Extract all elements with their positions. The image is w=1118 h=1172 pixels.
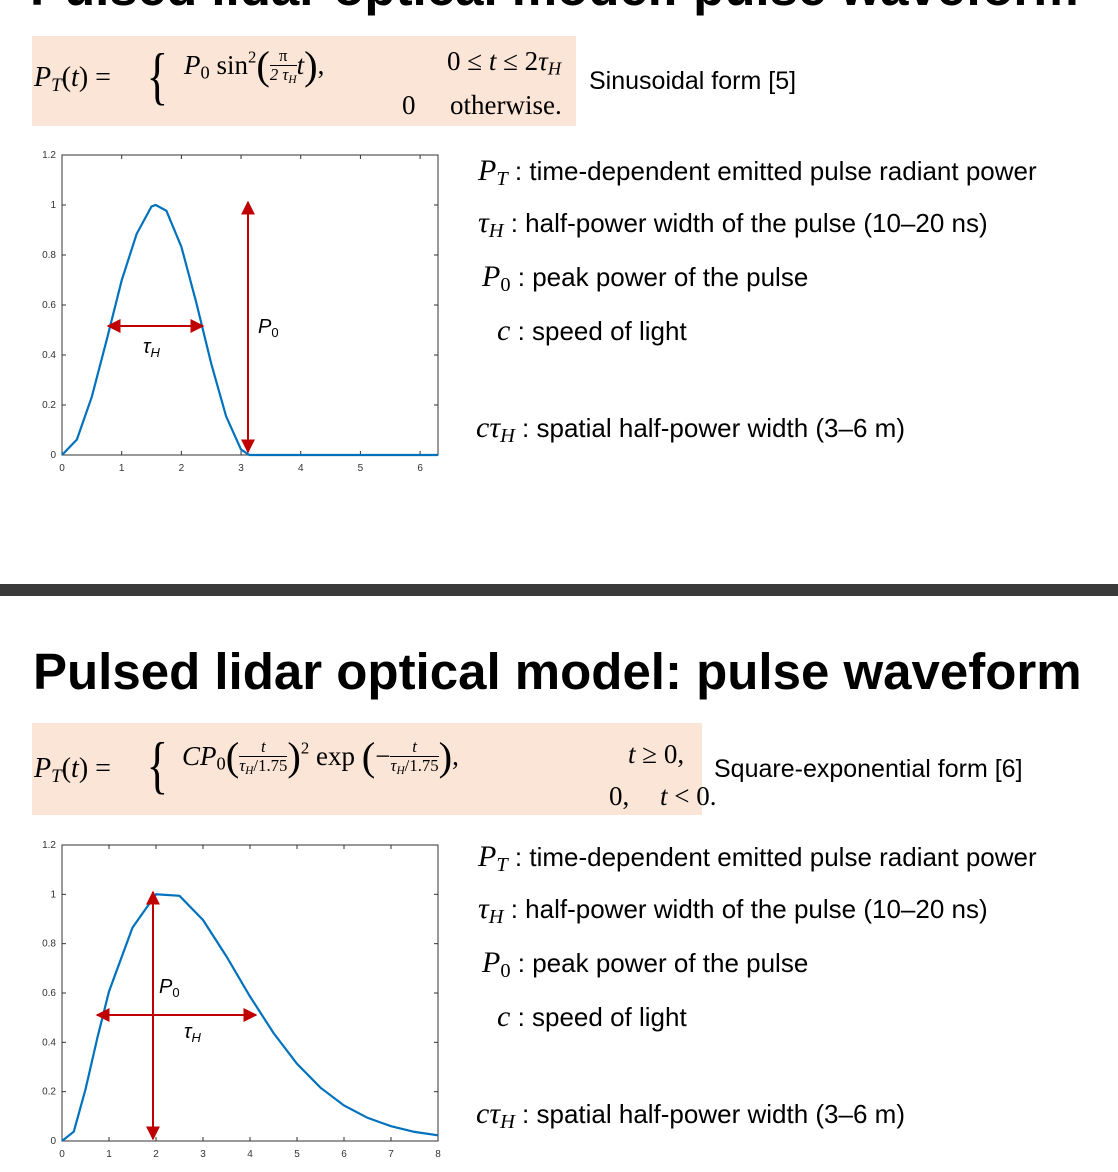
top-equation-box: PT(t) = { P0 sin2(π 2 τH t), 0 ≤ t ≤ 2τH 0… [32, 36, 576, 126]
top-def-row: P0 : peak power of the pulse [482, 261, 808, 301]
top-def-symbol: τH [478, 206, 504, 243]
x-tick-label: 5 [358, 463, 364, 474]
top-def-text: : peak power of the pulse [517, 262, 809, 292]
top-slide-title: Pulsed lidar optical model: pulse wavefo… [30, 0, 1079, 14]
top-def-row: cτH : spatial half-power width (3–6 m) [476, 412, 905, 452]
bottom-equation-case2-cond: t < 0. [660, 781, 717, 811]
bottom-chart-curve [61, 893, 439, 1142]
bottom-def-text: : speed of light [517, 1002, 687, 1032]
top-def-symbol: c [497, 314, 511, 347]
bottom-def-symbol: PT [478, 840, 508, 877]
x-tick-label: 8 [435, 1149, 441, 1160]
bottom-equation-brace: { [146, 729, 169, 800]
top-chart: 0 1 2 3 4 5 600.20.40.60.811.2 τH P0 [42, 150, 439, 474]
x-tick-label: 0 [59, 463, 65, 474]
slide-divider [0, 584, 1118, 596]
bottom-def-row: cτH : spatial half-power width (3–6 m) [476, 1098, 905, 1138]
bottom-chart-frame [61, 844, 439, 1142]
bottom-equation-box: PT(t) = { CP0(t τH/1.75)2 exp (− t τH/1.75)… [32, 723, 717, 815]
y-tick-label: 1.2 [42, 150, 56, 161]
bottom-def-symbol: τH [478, 892, 504, 929]
top-equation-case2-expr: 0 [402, 90, 416, 120]
y-tick-label: 1 [50, 889, 56, 900]
top-equation-case1-expr: P0 sin2(π 2 τH t), [184, 43, 325, 88]
y-tick-label: 0.6 [42, 300, 56, 311]
y-tick-label: 0.4 [42, 1037, 56, 1048]
x-tick-label: 1 [106, 1149, 112, 1160]
bottom-equation-lhs: PT(t) = [34, 753, 111, 787]
x-tick-label: 6 [417, 463, 423, 474]
x-tick-label: 2 [153, 1149, 159, 1160]
bottom-def-symbol: cτH [476, 1097, 515, 1134]
x-tick-label: 7 [388, 1149, 394, 1160]
top-def-symbol: P0 [482, 260, 511, 297]
top-def-symbol: PT [478, 154, 508, 191]
x-tick-label: 3 [238, 463, 244, 474]
y-tick-label: 0.6 [42, 988, 56, 999]
top-def-text: : time-dependent emitted pulse radiant p… [514, 156, 1037, 186]
bottom-def-text: : spatial half-power width (3–6 m) [522, 1099, 905, 1129]
x-tick-label: 6 [341, 1149, 347, 1160]
top-form-label: Sinusoidal form [5] [589, 67, 797, 95]
top-def-text: : speed of light [517, 316, 687, 346]
y-tick-label: 0.2 [42, 1087, 56, 1098]
top-def-text: : spatial half-power width (3–6 m) [522, 413, 905, 443]
x-tick-label: 5 [294, 1149, 300, 1160]
bottom-def-text: : peak power of the pulse [517, 948, 809, 978]
top-def-row: PT : time-dependent emitted pulse radian… [478, 155, 1037, 195]
top-def-symbol: cτH [476, 411, 515, 448]
top-def-row: τH : half-power width of the pulse (10–2… [478, 207, 988, 247]
bottom-form-label: Square-exponential form [6] [714, 755, 1023, 783]
top-equation-brace: { [146, 40, 169, 111]
bottom-def-row: τH : half-power width of the pulse (10–2… [478, 893, 988, 933]
bottom-def-text: : half-power width of the pulse (10–20 n… [510, 894, 988, 924]
x-tick-label: 0 [59, 1149, 65, 1160]
bottom-def-symbol: P0 [482, 946, 511, 983]
x-tick-label: 1 [119, 463, 125, 474]
y-tick-label: 1.2 [42, 840, 56, 851]
top-equation-case2-cond: otherwise. [450, 90, 562, 120]
bottom-def-symbol: c [497, 1000, 511, 1033]
y-tick-label: 0.8 [42, 250, 56, 261]
bottom-equation-case1-expr: CP0(t τH/1.75)2 exp (− t τH/1.75), [182, 734, 459, 779]
top-equation-lhs: PT(t) = [34, 62, 111, 96]
y-tick-label: 0 [50, 450, 56, 461]
x-tick-label: 4 [247, 1149, 253, 1160]
y-tick-label: 0.4 [42, 350, 56, 361]
top-def-text: : half-power width of the pulse (10–20 n… [510, 208, 988, 238]
bottom-def-row: P0 : peak power of the pulse [482, 947, 808, 987]
top-def-row: c : speed of light [497, 315, 687, 347]
y-tick-label: 0.8 [42, 939, 56, 950]
y-tick-label: 0 [50, 1136, 56, 1147]
bottom-slide-title: Pulsed lidar optical model: pulse wavefo… [33, 643, 1082, 700]
bottom-equation-case1-cond: t ≥ 0, [628, 739, 685, 769]
top-chart-curve [61, 203, 438, 457]
bottom-def-row: c : speed of light [497, 1001, 687, 1033]
x-tick-label: 3 [200, 1149, 206, 1160]
y-tick-label: 1 [50, 200, 56, 211]
x-tick-label: 4 [298, 463, 304, 474]
x-tick-label: 2 [179, 463, 185, 474]
top-equation-case1-cond: 0 ≤ t ≤ 2τH [447, 46, 562, 79]
bottom-def-text: : time-dependent emitted pulse radiant p… [514, 842, 1037, 872]
top-chart-frame [61, 154, 439, 456]
y-tick-label: 0.2 [42, 400, 56, 411]
bottom-def-row: PT : time-dependent emitted pulse radian… [478, 841, 1037, 881]
bottom-equation-case2-expr: 0, [609, 781, 630, 811]
bottom-chart: 0 1 2 3 4 5 6 7 800.20.40.60.811.2 P0 τH [42, 840, 441, 1160]
